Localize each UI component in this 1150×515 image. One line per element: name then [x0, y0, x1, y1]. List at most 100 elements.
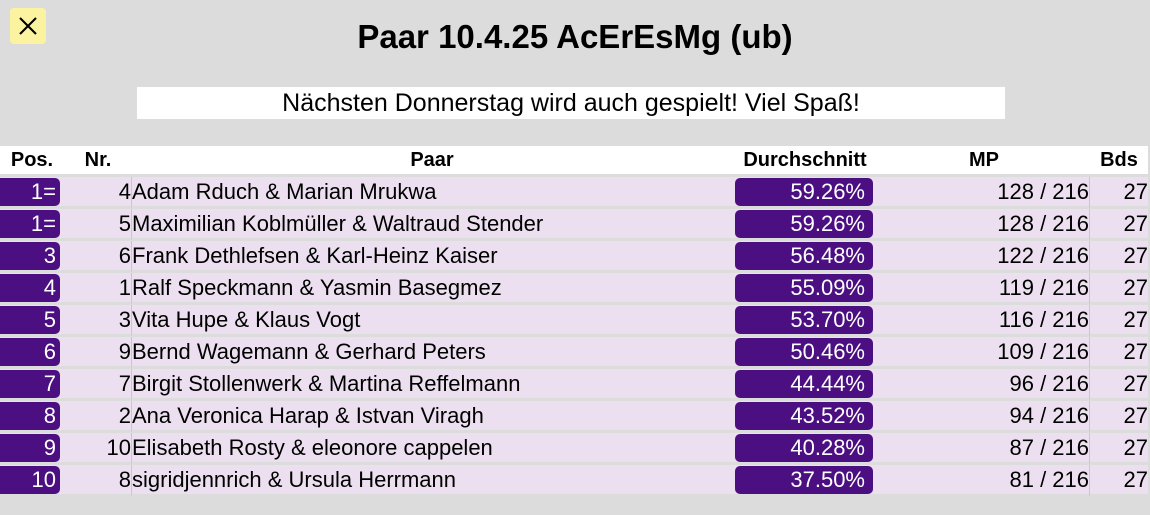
page-title: Paar 10.4.25 AcErEsMg (ub)	[357, 18, 793, 55]
pair-names: Birgit Stollenwerk & Martina Reffelmann	[132, 369, 732, 401]
pair-names: Bernd Wagemann & Gerhard Peters	[132, 337, 732, 369]
pair-names: Adam Rduch & Marian Mrukwa	[132, 177, 732, 209]
matchpoints: 116 / 216	[878, 305, 1090, 337]
position-cell: 5	[0, 305, 64, 337]
matchpoints: 128 / 216	[878, 209, 1090, 241]
position-badge: 3	[0, 241, 60, 270]
close-button[interactable]	[10, 8, 46, 44]
average-cell: 56.48%	[732, 241, 878, 273]
position-badge: 6	[0, 337, 60, 366]
matchpoints: 81 / 216	[878, 465, 1090, 497]
matchpoints: 119 / 216	[878, 273, 1090, 305]
average-cell: 59.26%	[732, 209, 878, 241]
announcement-banner: Nächsten Donnerstag wird auch gespielt! …	[137, 87, 1005, 119]
average-badge: 44.44%	[735, 369, 873, 398]
position-cell: 3	[0, 241, 64, 273]
average-badge: 50.46%	[735, 337, 873, 366]
average-badge: 40.28%	[735, 433, 873, 462]
average-cell: 43.52%	[732, 401, 878, 433]
average-cell: 50.46%	[732, 337, 878, 369]
header-pos[interactable]: Pos.	[0, 146, 64, 177]
position-badge: 7	[0, 369, 60, 398]
boards-count: 27	[1090, 209, 1148, 241]
matchpoints: 109 / 216	[878, 337, 1090, 369]
average-badge: 59.26%	[735, 177, 873, 206]
table-row[interactable]: 6 9 Bernd Wagemann & Gerhard Peters 50.46% 1…	[0, 337, 1148, 369]
results-body: 1= 4 Adam Rduch & Marian Mrukwa 59.26% 128 /…	[0, 177, 1148, 497]
table-header-row: Pos. Nr. Paar Durchschnitt MP Bds	[0, 146, 1148, 177]
table-row[interactable]: 8 2 Ana Veronica Harap & Istvan Viragh 43.5…	[0, 401, 1148, 433]
position-cell: 10	[0, 465, 64, 497]
pair-names: Vita Hupe & Klaus Vogt	[132, 305, 732, 337]
pair-names: Elisabeth Rosty & eleonore cappelen	[132, 433, 732, 465]
position-badge: 10	[0, 465, 60, 494]
position-cell: 7	[0, 369, 64, 401]
position-badge: 8	[0, 401, 60, 430]
header-bds[interactable]: Bds	[1090, 146, 1148, 177]
position-badge: 5	[0, 305, 60, 334]
pair-number: 5	[64, 209, 132, 241]
average-badge: 53.70%	[735, 305, 873, 334]
pair-number: 10	[64, 433, 132, 465]
boards-count: 27	[1090, 177, 1148, 209]
boards-count: 27	[1090, 305, 1148, 337]
pair-names: Frank Dethlefsen & Karl-Heinz Kaiser	[132, 241, 732, 273]
boards-count: 27	[1090, 273, 1148, 305]
pair-names: Ana Veronica Harap & Istvan Viragh	[132, 401, 732, 433]
position-cell: 6	[0, 337, 64, 369]
boards-count: 27	[1090, 401, 1148, 433]
position-cell: 4	[0, 273, 64, 305]
pair-number: 1	[64, 273, 132, 305]
position-badge: 4	[0, 273, 60, 302]
matchpoints: 96 / 216	[878, 369, 1090, 401]
average-badge: 43.52%	[735, 401, 873, 430]
header-paar[interactable]: Paar	[132, 146, 732, 177]
matchpoints: 94 / 216	[878, 401, 1090, 433]
matchpoints: 122 / 216	[878, 241, 1090, 273]
average-cell: 40.28%	[732, 433, 878, 465]
pair-number: 7	[64, 369, 132, 401]
table-row[interactable]: 3 6 Frank Dethlefsen & Karl-Heinz Kaiser 56…	[0, 241, 1148, 273]
close-icon	[18, 16, 38, 36]
average-badge: 56.48%	[735, 241, 873, 270]
pair-number: 3	[64, 305, 132, 337]
position-badge: 1=	[0, 209, 60, 238]
table-row[interactable]: 9 10 Elisabeth Rosty & eleonore cappelen 40…	[0, 433, 1148, 465]
position-cell: 1=	[0, 177, 64, 209]
average-cell: 55.09%	[732, 273, 878, 305]
header-nr[interactable]: Nr.	[64, 146, 132, 177]
matchpoints: 128 / 216	[878, 177, 1090, 209]
table-row[interactable]: 1= 5 Maximilian Koblmüller & Waltraud Sten…	[0, 209, 1148, 241]
average-cell: 53.70%	[732, 305, 878, 337]
boards-count: 27	[1090, 337, 1148, 369]
average-badge: 55.09%	[735, 273, 873, 302]
pair-number: 6	[64, 241, 132, 273]
table-row[interactable]: 5 3 Vita Hupe & Klaus Vogt 53.70% 116 / 216 2…	[0, 305, 1148, 337]
pair-number: 9	[64, 337, 132, 369]
table-row[interactable]: 10 8 sigridjennrich & Ursula Herrmann 37.50…	[0, 465, 1148, 497]
position-cell: 1=	[0, 209, 64, 241]
boards-count: 27	[1090, 433, 1148, 465]
boards-count: 27	[1090, 465, 1148, 497]
pair-names: Maximilian Koblmüller & Waltraud Stender	[132, 209, 732, 241]
table-row[interactable]: 7 7 Birgit Stollenwerk & Martina Reffelman…	[0, 369, 1148, 401]
header-avg[interactable]: Durchschnitt	[732, 146, 878, 177]
table-row[interactable]: 4 1 Ralf Speckmann & Yasmin Basegmez 55.09%…	[0, 273, 1148, 305]
average-badge: 59.26%	[735, 209, 873, 238]
average-cell: 59.26%	[732, 177, 878, 209]
table-row[interactable]: 1= 4 Adam Rduch & Marian Mrukwa 59.26% 128 /…	[0, 177, 1148, 209]
pair-names: Ralf Speckmann & Yasmin Basegmez	[132, 273, 732, 305]
average-cell: 37.50%	[732, 465, 878, 497]
boards-count: 27	[1090, 369, 1148, 401]
position-badge: 9	[0, 433, 60, 462]
average-cell: 44.44%	[732, 369, 878, 401]
header-mp[interactable]: MP	[878, 146, 1090, 177]
pair-number: 8	[64, 465, 132, 497]
average-badge: 37.50%	[735, 465, 873, 494]
position-badge: 1=	[0, 177, 60, 206]
pair-names: sigridjennrich & Ursula Herrmann	[132, 465, 732, 497]
pair-number: 4	[64, 177, 132, 209]
boards-count: 27	[1090, 241, 1148, 273]
results-table: Pos. Nr. Paar Durchschnitt MP Bds 1= 4 Ada…	[0, 146, 1148, 497]
position-cell: 9	[0, 433, 64, 465]
